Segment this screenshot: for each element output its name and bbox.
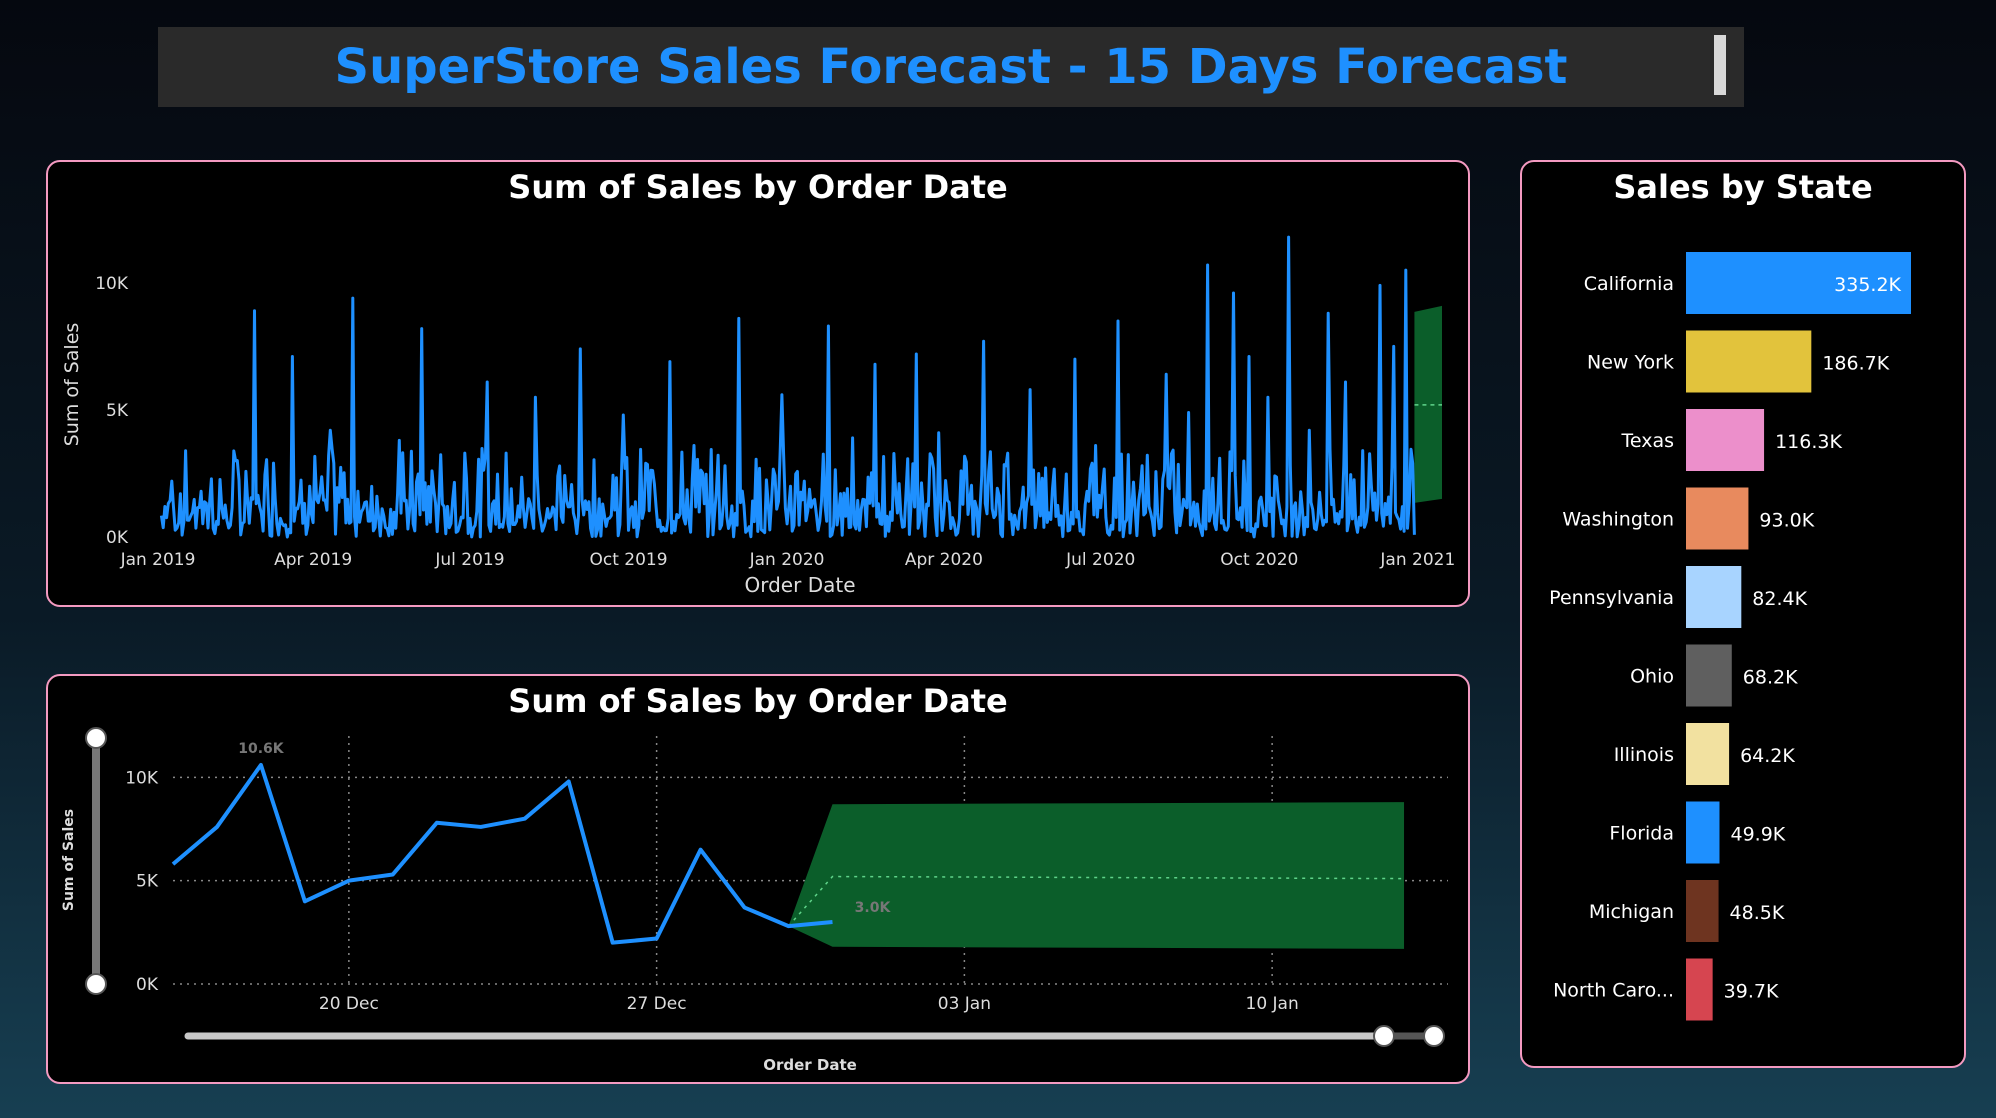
data-label: 82.4K [1752,588,1807,610]
y-tick-label: 10K [95,274,129,294]
x-axis-label: Order Date [763,1056,857,1074]
sales-by-state-panel: Sales by State California 335.2K New York 1… [1520,160,1966,1068]
data-label: 186.7K [1822,353,1889,375]
sales-history-chart: 0K 5K 10K Jan 2019 Apr 2019 Jul 2019 Oct 2019 J… [61,235,1455,597]
data-label: 93.0K [1759,510,1814,532]
x-tick-label: Oct 2019 [589,550,667,570]
sales-by-state-chart: California 335.2K New York 186.7K Texas 116.3… [1549,252,1911,1021]
category-label: Illinois [1614,744,1674,766]
chart-title: Sum of Sales by Order Date [508,682,1008,720]
category-label: Texas [1620,430,1674,452]
title-scrollbar-thumb[interactable] [1714,35,1726,95]
x-tick-label: 03 Jan [938,994,991,1014]
category-label: Michigan [1589,901,1674,923]
y-tick-label: 0K [106,528,129,548]
data-label: 116.3K [1775,431,1842,453]
y-axis-label: Sum of Sales [61,809,77,911]
bar[interactable] [1686,252,1911,314]
forecast-band [1414,305,1442,503]
category-label: Washington [1562,509,1674,531]
x-tick-label: Jan 2020 [749,550,825,570]
data-label: 48.5K [1730,902,1785,924]
sales-history-panel: Sum of Sales by Order Date 0K 5K 10K Jan 20… [46,160,1470,607]
y-axis-label: Sum of Sales [61,323,83,447]
bar[interactable] [1686,330,1812,393]
x-tick-label: Jan 2021 [1379,550,1455,570]
chart-title: Sum of Sales by Order Date [508,168,1008,206]
category-label: California [1584,273,1674,295]
y-tick-label: 5K [136,872,159,892]
series-line-sales [171,762,833,945]
category-label: North Caro... [1553,980,1674,1002]
x-range-slider-handle-left[interactable] [1373,1025,1395,1047]
y-tick-label: 5K [106,401,129,421]
data-label: 68.2K [1743,667,1798,689]
x-tick-label: Apr 2019 [274,550,352,570]
x-tick-label: Jan 2019 [120,550,196,570]
y-range-slider-handle-bottom[interactable] [85,973,107,995]
data-label: 335.2K [1834,274,1901,296]
forecast-band [788,802,1405,949]
data-label: 64.2K [1740,745,1795,767]
category-label: New York [1587,352,1674,374]
data-label: 3.0K [855,900,892,916]
category-label: Pennsylvania [1549,587,1674,609]
data-label: 49.9K [1730,824,1785,846]
y-tick-label: 10K [125,768,159,788]
x-tick-label: Apr 2020 [905,550,983,570]
sales-forecast-chart: 0K 5K 10K 20 Dec 27 Dec 03 Jan 10 Jan 10.6K 3.0K… [61,727,1448,1074]
sales-forecast-panel: Sum of Sales by Order Date 0K 5K 10K 20 Dec… [46,674,1470,1084]
x-tick-label: 27 Dec [627,994,687,1014]
bar[interactable] [1686,958,1713,1021]
y-range-slider-handle-top[interactable] [85,727,107,749]
report-title-bar: SuperStore Sales Forecast - 15 Days Fore… [158,27,1744,107]
x-range-slider-handle-right[interactable] [1423,1025,1445,1047]
bar[interactable] [1686,723,1730,785]
category-label: Ohio [1630,666,1674,688]
x-tick-label: 20 Dec [319,994,379,1014]
bar[interactable] [1686,644,1732,707]
x-tick-label: Oct 2020 [1220,550,1298,570]
bar[interactable] [1686,880,1719,942]
chart-title: Sales by State [1613,168,1873,206]
report-title: SuperStore Sales Forecast - 15 Days Fore… [334,39,1568,95]
bar[interactable] [1686,487,1749,550]
data-label: 10.6K [238,741,285,757]
y-tick-label: 0K [136,975,159,995]
category-label: Florida [1609,823,1674,845]
series-line-sales [159,235,1416,539]
bar[interactable] [1686,409,1765,471]
forecast-line [787,875,1405,927]
bar[interactable] [1686,801,1720,864]
data-label: 39.7K [1724,981,1779,1003]
bar[interactable] [1686,566,1742,628]
x-tick-label: Jul 2019 [434,550,504,570]
x-tick-label: 10 Jan [1246,994,1299,1014]
x-tick-label: Jul 2020 [1065,550,1135,570]
x-axis-label: Order Date [745,573,856,597]
